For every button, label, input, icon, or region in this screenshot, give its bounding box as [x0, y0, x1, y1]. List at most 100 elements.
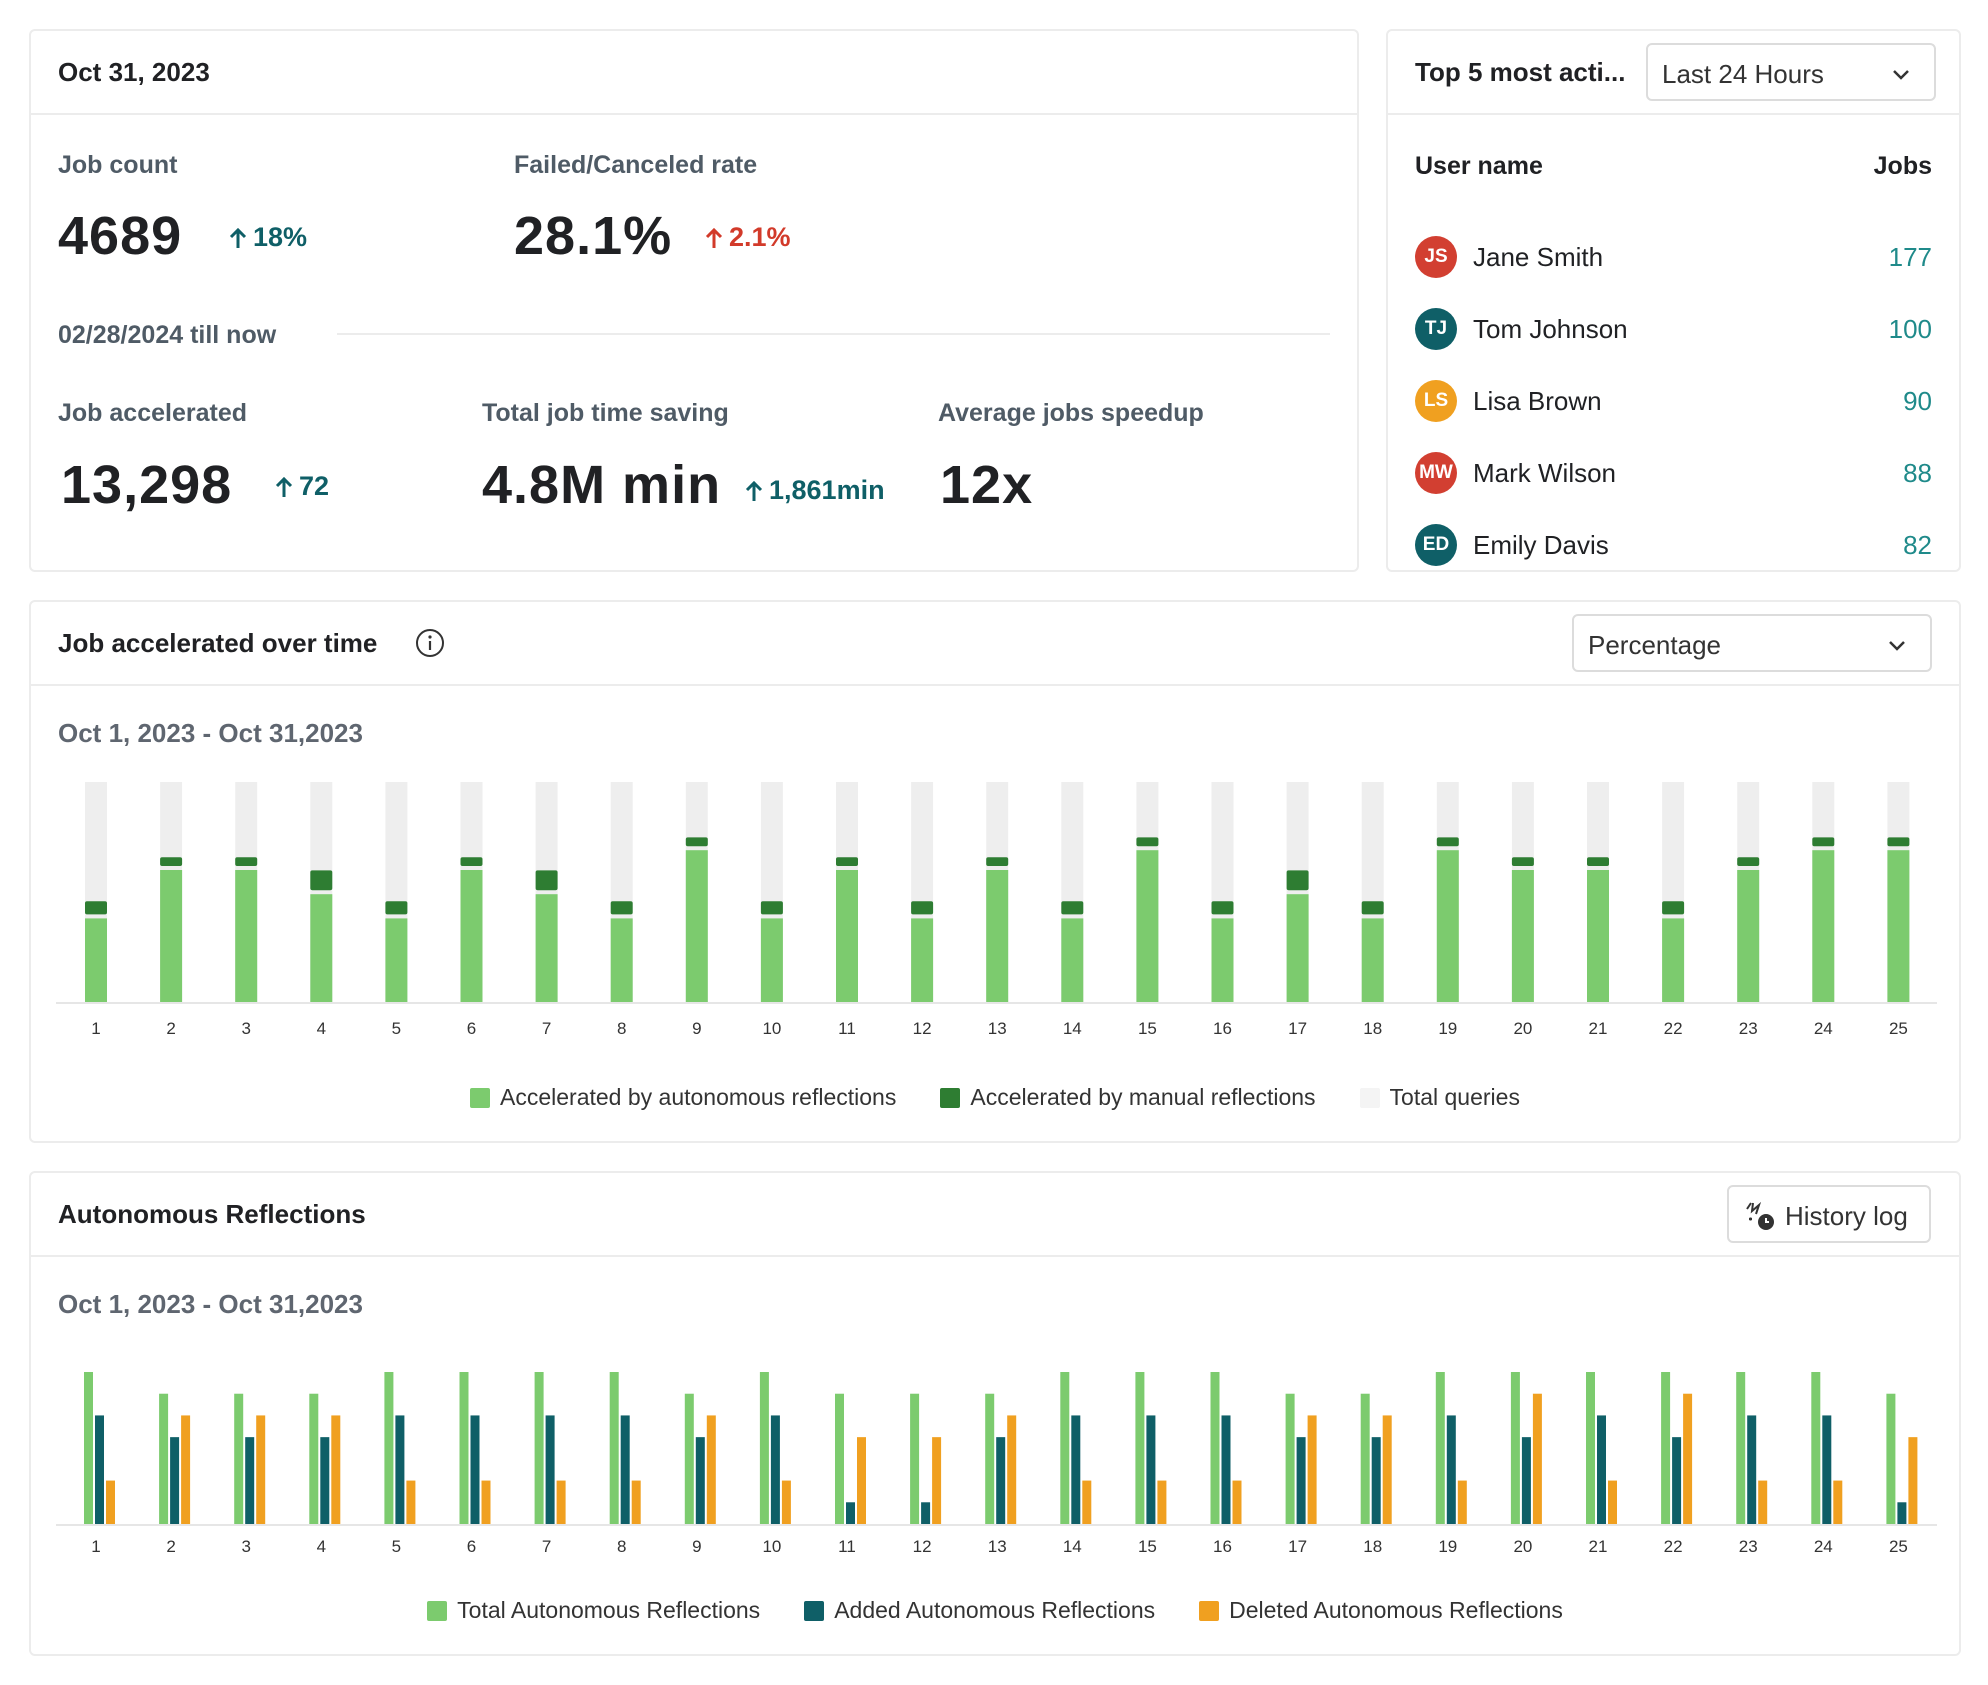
bar-manual — [685, 837, 708, 847]
bar-total-reflections — [1811, 1372, 1821, 1524]
job-count-label: Job count — [58, 151, 178, 179]
bar-deleted-reflections — [406, 1480, 416, 1524]
autonomous-chart-legend: Total Autonomous Reflections Added Auton… — [31, 1597, 1959, 1624]
bar-deleted-reflections — [857, 1437, 866, 1524]
bar-deleted-reflections — [1232, 1480, 1242, 1524]
bar-total-reflections — [985, 1393, 995, 1524]
bar-added-reflections — [996, 1437, 1006, 1524]
bar-total-reflections — [835, 1393, 844, 1524]
legend-swatch — [804, 1600, 825, 1621]
bar-manual — [986, 857, 1009, 866]
bar-added-reflections — [1146, 1415, 1156, 1524]
info-icon[interactable] — [415, 628, 445, 658]
legend-deleted-reflections: Deleted Autonomous Reflections — [1199, 1597, 1563, 1624]
bar-manual — [235, 857, 258, 866]
user-name: Mark Wilson — [1473, 458, 1617, 488]
user-jobs: 90 — [1903, 386, 1932, 416]
bar-added-reflections — [770, 1415, 780, 1524]
bar-autonomous — [986, 870, 1009, 1002]
x-tick-label: 15 — [1138, 1537, 1157, 1556]
user-row[interactable]: LS Lisa Brown 90 — [1415, 377, 1932, 425]
accelerated-chart-title: Job accelerated over time — [58, 628, 378, 658]
bar-total-reflections — [384, 1372, 394, 1524]
bar-autonomous — [385, 918, 408, 1002]
legend-swatch — [1359, 1087, 1380, 1108]
arrow-up-icon — [705, 227, 723, 248]
time-range-select[interactable]: Last 24 Hours — [1646, 43, 1936, 101]
bar-deleted-reflections — [1457, 1480, 1467, 1524]
failed-rate-delta: 2.1% — [705, 222, 791, 253]
arrow-up-icon — [229, 227, 247, 248]
user-name: Tom Johnson — [1473, 314, 1628, 344]
history-icon — [1746, 1201, 1774, 1230]
bar-manual — [310, 870, 333, 891]
x-tick-label: 19 — [1438, 1537, 1457, 1556]
bar-added-reflections — [620, 1415, 630, 1524]
bar-autonomous — [1436, 850, 1459, 1002]
bar-autonomous — [535, 894, 558, 1002]
x-tick-label: 14 — [1063, 1537, 1082, 1556]
x-tick-label: 13 — [988, 1019, 1007, 1038]
legend-total-reflections: Total Autonomous Reflections — [427, 1597, 760, 1624]
x-tick-label: 25 — [1889, 1019, 1908, 1038]
bar-added-reflections — [846, 1502, 855, 1524]
bar-autonomous — [911, 918, 934, 1002]
time-range-value: Last 24 Hours — [1662, 59, 1824, 89]
arrow-up-icon — [275, 476, 293, 497]
bar-added-reflections — [1296, 1437, 1306, 1524]
bar-added-reflections — [921, 1502, 931, 1524]
bar-added-reflections — [545, 1415, 555, 1524]
user-row[interactable]: JS Jane Smith 177 — [1415, 233, 1932, 281]
x-tick-label: 16 — [1213, 1019, 1232, 1038]
accelerated-chart-header: Job accelerated over time Percentage — [31, 602, 1959, 686]
bar-total-reflections — [309, 1393, 319, 1524]
bar-total-reflections — [1060, 1372, 1070, 1524]
bar-deleted-reflections — [1833, 1480, 1843, 1524]
speedup-value: 12x — [940, 455, 1034, 515]
x-tick-label: 2 — [166, 1537, 175, 1556]
history-log-button[interactable]: History log — [1727, 1185, 1931, 1243]
x-tick-label: 10 — [762, 1537, 781, 1556]
bar-added-reflections — [1371, 1437, 1381, 1524]
x-tick-label: 1 — [91, 1019, 100, 1038]
bar-total-reflections — [459, 1372, 469, 1524]
bar-autonomous — [160, 870, 183, 1002]
bar-manual — [385, 901, 408, 915]
bar-added-reflections — [170, 1437, 180, 1524]
x-tick-label: 6 — [467, 1019, 476, 1038]
x-tick-label: 12 — [913, 1019, 932, 1038]
bar-autonomous — [610, 918, 633, 1002]
autonomous-reflections-header: Autonomous Reflections History log — [31, 1173, 1959, 1257]
x-tick-label: 23 — [1739, 1537, 1758, 1556]
bar-autonomous — [1136, 850, 1159, 1002]
user-jobs: 177 — [1888, 242, 1932, 272]
x-tick-label: 24 — [1814, 1019, 1833, 1038]
bar-deleted-reflections — [481, 1480, 491, 1524]
bar-deleted-reflections — [1157, 1480, 1167, 1524]
x-tick-label: 18 — [1363, 1019, 1382, 1038]
user-row[interactable]: ED Emily Davis 82 — [1415, 521, 1932, 569]
bar-deleted-reflections — [1908, 1437, 1918, 1524]
metric-select[interactable]: Percentage — [1572, 614, 1932, 672]
bar-added-reflections — [695, 1437, 705, 1524]
x-tick-label: 4 — [317, 1019, 326, 1038]
col-user-name: User name — [1415, 152, 1543, 180]
bar-total-reflections — [1736, 1372, 1746, 1524]
legend-deleted-reflections-label: Deleted Autonomous Reflections — [1229, 1597, 1563, 1623]
x-tick-label: 15 — [1138, 1019, 1157, 1038]
user-row[interactable]: MW Mark Wilson 88 — [1415, 449, 1932, 497]
bar-added-reflections — [1747, 1415, 1757, 1524]
bar-manual — [1587, 857, 1609, 866]
user-row[interactable]: TJ Tom Johnson 100 — [1415, 305, 1932, 353]
x-tick-label: 20 — [1513, 1537, 1532, 1556]
legend-manual: Accelerated by manual reflections — [940, 1084, 1316, 1111]
bar-manual — [1286, 870, 1309, 891]
bar-deleted-reflections — [781, 1480, 791, 1524]
bar-deleted-reflections — [631, 1480, 641, 1524]
user-name: Emily Davis — [1473, 530, 1609, 560]
bar-added-reflections — [1897, 1502, 1907, 1524]
bar-total-reflections — [1135, 1372, 1145, 1524]
accelerated-chart-card: Job accelerated over time Percentage Oct… — [29, 600, 1961, 1143]
bar-added-reflections — [395, 1415, 405, 1524]
legend-total-reflections-label: Total Autonomous Reflections — [457, 1597, 761, 1623]
